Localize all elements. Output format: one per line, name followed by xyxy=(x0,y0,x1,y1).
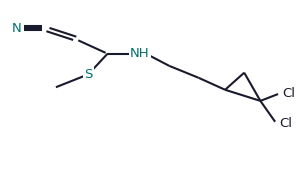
Text: NH: NH xyxy=(130,47,150,60)
Text: Cl: Cl xyxy=(280,117,293,130)
Text: Cl: Cl xyxy=(283,87,296,100)
Text: S: S xyxy=(84,68,92,81)
Text: N: N xyxy=(11,22,21,35)
